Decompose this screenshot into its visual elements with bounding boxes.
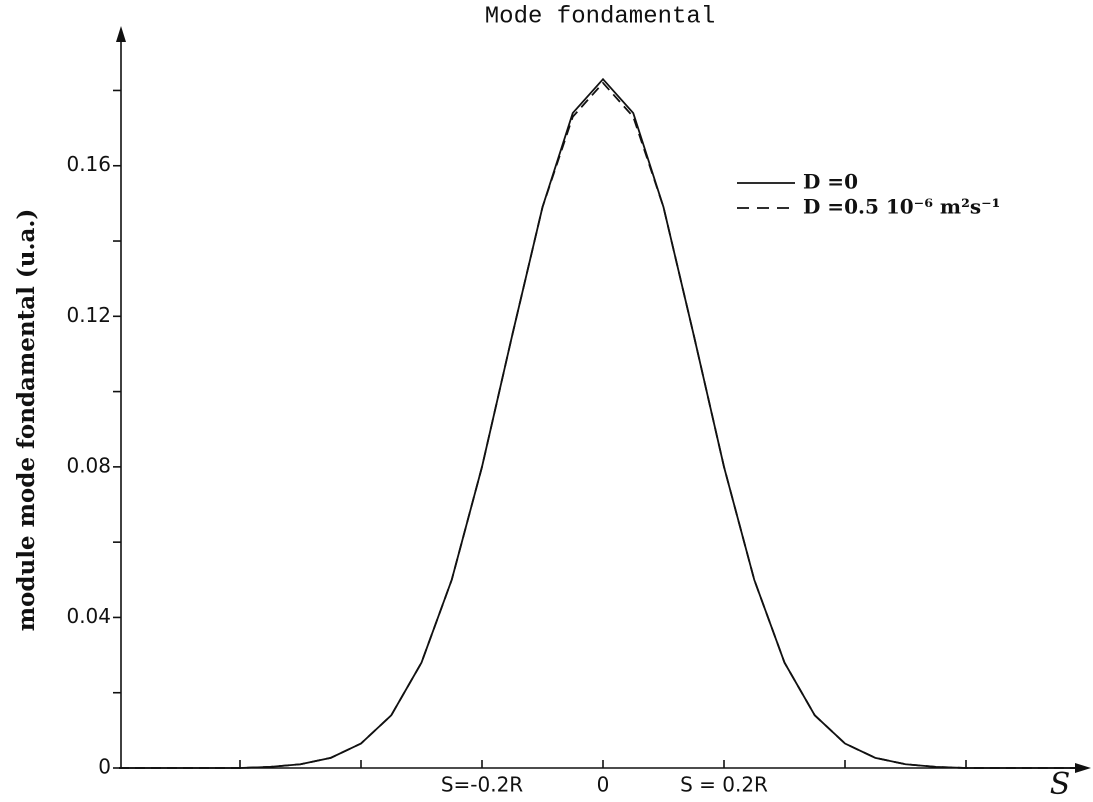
x-tick-label: S = 0.2R <box>680 773 768 797</box>
y-axis-arrow <box>116 26 126 42</box>
series-line <box>119 81 1087 769</box>
legend-label: D =0 <box>803 170 858 194</box>
y-tick-label: 0.16 <box>66 152 111 176</box>
y-axis-label: module mode fondamental (u.a.) <box>13 209 40 632</box>
y-tick-label: 0 <box>98 755 111 779</box>
chart-title: Mode fondamental <box>485 3 715 30</box>
legend-label: D =0.5 10⁻⁶ m²s⁻¹ <box>803 195 1000 219</box>
y-tick-label: 0.04 <box>66 604 111 628</box>
series-line <box>119 77 1087 769</box>
x-tick-label: S=-0.2R <box>441 773 523 797</box>
y-tick-label: 0.08 <box>66 453 111 477</box>
x-axis-label: S <box>1050 767 1071 802</box>
y-tick-label: 0.12 <box>66 303 111 327</box>
x-tick-label: 0 <box>597 773 610 797</box>
